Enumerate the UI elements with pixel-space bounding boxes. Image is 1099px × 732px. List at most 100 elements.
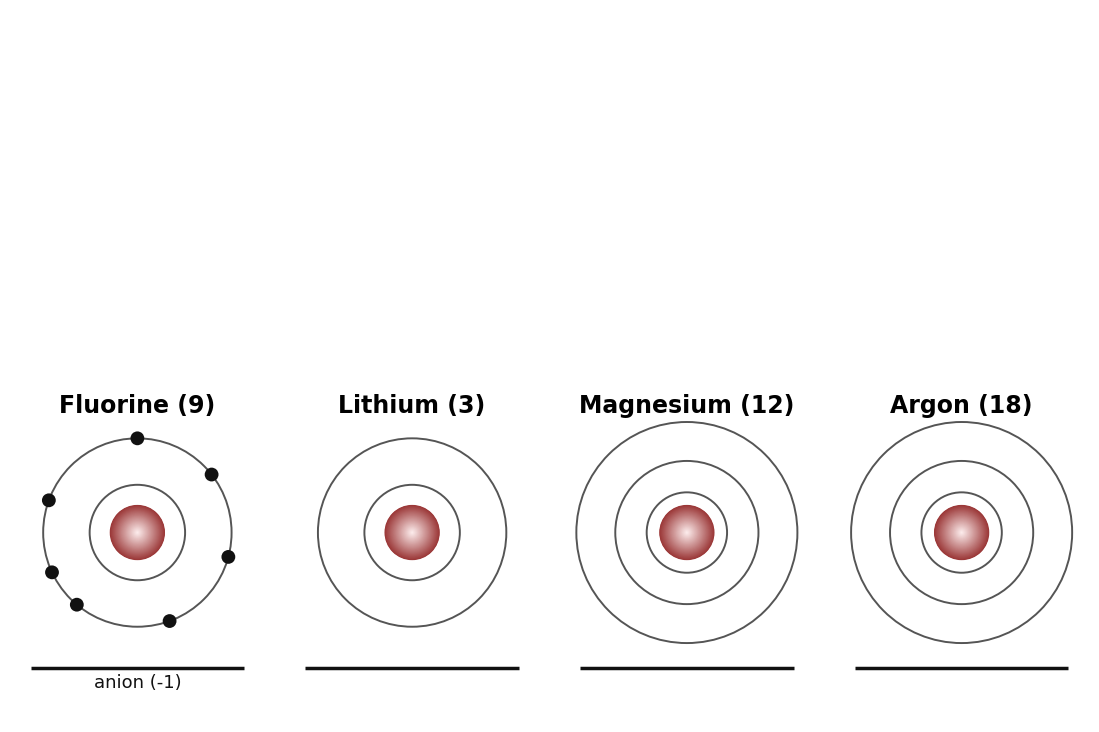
Circle shape: [670, 516, 703, 549]
Circle shape: [679, 525, 695, 540]
Circle shape: [959, 531, 964, 534]
Circle shape: [118, 512, 157, 553]
Text: Fluorine (9): Fluorine (9): [59, 395, 215, 419]
Circle shape: [397, 517, 428, 548]
Circle shape: [127, 523, 147, 542]
Circle shape: [119, 514, 156, 551]
Circle shape: [678, 524, 696, 541]
Circle shape: [961, 531, 963, 534]
Circle shape: [123, 518, 152, 548]
Circle shape: [664, 509, 710, 556]
Circle shape: [946, 517, 977, 548]
Circle shape: [131, 526, 144, 539]
Circle shape: [669, 515, 704, 550]
Circle shape: [387, 507, 437, 559]
Circle shape: [395, 515, 430, 550]
Circle shape: [957, 529, 966, 537]
Circle shape: [682, 528, 691, 537]
Circle shape: [409, 530, 415, 535]
Circle shape: [667, 512, 707, 553]
Circle shape: [402, 523, 422, 542]
Circle shape: [385, 505, 440, 560]
Circle shape: [685, 531, 689, 534]
Circle shape: [956, 527, 967, 538]
Circle shape: [944, 515, 979, 550]
Circle shape: [42, 493, 56, 507]
Circle shape: [956, 528, 967, 537]
Circle shape: [401, 522, 423, 543]
Circle shape: [398, 519, 426, 546]
Circle shape: [45, 565, 59, 579]
Circle shape: [399, 520, 425, 545]
Circle shape: [664, 509, 710, 556]
Circle shape: [684, 529, 690, 536]
Circle shape: [677, 523, 697, 542]
Circle shape: [953, 524, 970, 541]
Circle shape: [131, 431, 144, 445]
Circle shape: [941, 512, 983, 553]
Circle shape: [112, 507, 163, 559]
Circle shape: [937, 508, 986, 557]
Circle shape: [667, 512, 707, 553]
Circle shape: [939, 509, 985, 556]
Circle shape: [936, 508, 987, 557]
Circle shape: [136, 531, 138, 534]
Circle shape: [127, 523, 147, 542]
Circle shape: [948, 520, 975, 545]
Circle shape: [133, 529, 142, 537]
Circle shape: [116, 512, 158, 553]
Circle shape: [385, 505, 440, 560]
Circle shape: [124, 519, 151, 546]
Circle shape: [122, 517, 153, 548]
Circle shape: [681, 526, 692, 539]
Circle shape: [388, 508, 436, 557]
Circle shape: [386, 506, 439, 559]
Circle shape: [120, 515, 155, 550]
Circle shape: [945, 516, 978, 549]
Circle shape: [204, 468, 219, 482]
Circle shape: [958, 529, 965, 537]
Circle shape: [111, 506, 164, 559]
Circle shape: [409, 529, 415, 537]
Circle shape: [958, 529, 965, 536]
Circle shape: [411, 531, 413, 534]
Circle shape: [676, 522, 698, 543]
Circle shape: [396, 516, 429, 549]
Circle shape: [114, 509, 160, 556]
Circle shape: [125, 520, 149, 545]
Circle shape: [398, 518, 426, 547]
Circle shape: [129, 523, 146, 542]
Circle shape: [954, 525, 969, 540]
Circle shape: [685, 530, 689, 535]
Circle shape: [681, 527, 692, 538]
Circle shape: [400, 520, 424, 545]
Circle shape: [110, 505, 165, 560]
Circle shape: [132, 527, 143, 538]
Circle shape: [660, 507, 713, 559]
Circle shape: [113, 508, 162, 557]
Circle shape: [937, 509, 986, 556]
Circle shape: [955, 526, 968, 539]
Circle shape: [390, 510, 434, 555]
Circle shape: [959, 530, 964, 535]
Circle shape: [671, 517, 702, 548]
Circle shape: [957, 528, 966, 537]
Circle shape: [123, 518, 152, 547]
Circle shape: [391, 512, 433, 553]
Circle shape: [163, 614, 177, 628]
Circle shape: [387, 508, 437, 557]
Circle shape: [389, 509, 435, 556]
Circle shape: [942, 512, 981, 553]
Circle shape: [686, 531, 688, 534]
Circle shape: [403, 523, 421, 542]
Circle shape: [389, 509, 435, 556]
Circle shape: [134, 529, 141, 537]
Circle shape: [678, 524, 696, 541]
Circle shape: [410, 530, 414, 535]
Circle shape: [135, 530, 140, 535]
Circle shape: [403, 524, 421, 541]
Circle shape: [667, 513, 707, 552]
Circle shape: [679, 525, 695, 540]
Circle shape: [120, 515, 155, 550]
Circle shape: [391, 512, 433, 553]
